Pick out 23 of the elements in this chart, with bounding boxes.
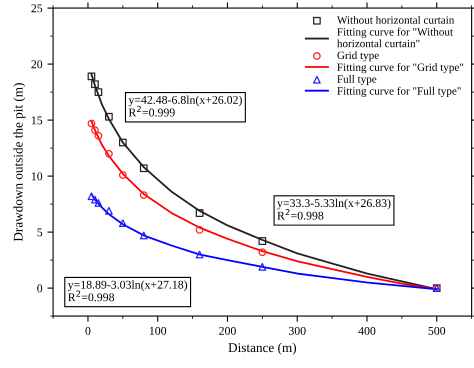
y-axis-title: Drawdown outside the pit (m) bbox=[13, 83, 26, 242]
y-tick-label: 5 bbox=[37, 228, 42, 236]
annotation: y=18.89-3.03ln(x+27.18) R$^{2}$=0.998 bbox=[68, 280, 188, 302]
y-tick-label: 0 bbox=[37, 284, 42, 292]
legend-label: Fitting curve for "Without horizontal curtain" bbox=[337, 28, 453, 48]
annotation: y=42.48-6.8ln(x+26.02) R$^{2}$=0.999 bbox=[128, 96, 242, 117]
legend-label: Fitting curve for "Grid type" bbox=[337, 63, 464, 74]
x-tick-label: 100 bbox=[150, 326, 166, 335]
x-tick-label: 0 bbox=[85, 326, 90, 335]
legend-label: Without horizontal curtain bbox=[336, 16, 454, 24]
y-tick-label: 25 bbox=[31, 4, 42, 12]
legend-label: Fitting curve for "Full type" bbox=[337, 86, 461, 97]
x-tick-label: 300 bbox=[288, 326, 306, 335]
x-tick-label: 200 bbox=[219, 326, 236, 335]
x-tick-label: 400 bbox=[358, 326, 376, 335]
annotation: y=33.3-5.33ln(x+26.83) R$^{2}$=0.998 bbox=[277, 198, 390, 220]
y-tick-label: 15 bbox=[32, 116, 42, 124]
legend-label: Full type bbox=[337, 74, 376, 86]
y-tick-label: 20 bbox=[31, 60, 42, 68]
x-tick-label: 500 bbox=[428, 326, 446, 335]
x-axis-title: Distance (m) bbox=[228, 342, 296, 355]
y-tick-label: 10 bbox=[32, 172, 42, 180]
legend-label: Grid type bbox=[337, 51, 379, 62]
